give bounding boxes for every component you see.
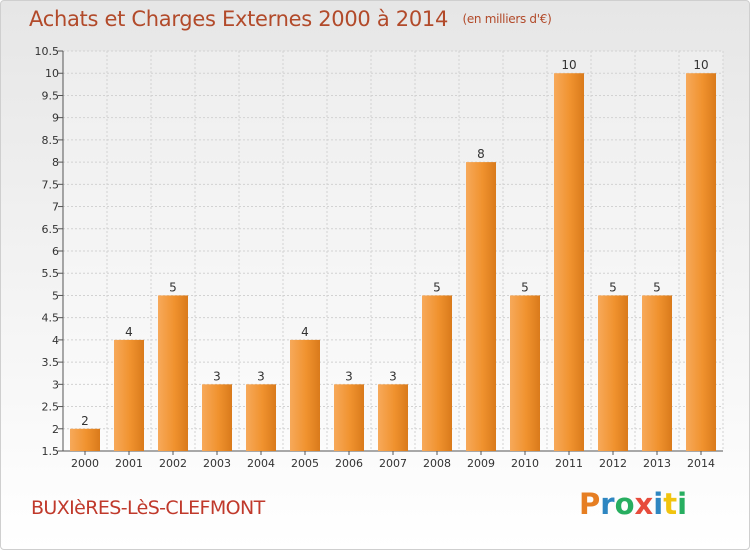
y-tick-label: 2 — [52, 423, 59, 436]
x-tick-label-2009: 2009 — [467, 457, 495, 470]
data-label-2006: 3 — [345, 369, 353, 383]
x-tick-label-2008: 2008 — [423, 457, 451, 470]
data-label-2012: 5 — [609, 280, 617, 294]
bar-2008 — [422, 295, 452, 451]
x-tick-label-2011: 2011 — [555, 457, 583, 470]
data-label-2010: 5 — [521, 280, 529, 294]
x-tick-label-2004: 2004 — [247, 457, 275, 470]
logo-letter: r — [600, 487, 615, 521]
x-tick-label-2007: 2007 — [379, 457, 407, 470]
y-tick-label: 8.5 — [42, 134, 60, 147]
y-tick-label: 6 — [52, 245, 59, 258]
logo-letter: P — [579, 487, 601, 521]
y-tick-label: 3.5 — [42, 356, 60, 369]
y-tick-label: 7.5 — [42, 178, 60, 191]
y-tick-label: 4 — [52, 334, 59, 347]
logo-letter: i — [677, 487, 688, 521]
data-label-2003: 3 — [213, 369, 221, 383]
bar-2009 — [466, 162, 496, 451]
data-label-2004: 3 — [257, 369, 265, 383]
y-tick-label: 9 — [52, 112, 59, 125]
x-tick-label-2000: 2000 — [71, 457, 99, 470]
x-tick-label-2014: 2014 — [687, 457, 715, 470]
x-tick-label-2003: 2003 — [203, 457, 231, 470]
data-label-2008: 5 — [433, 280, 441, 294]
data-label-2014: 10 — [693, 58, 708, 72]
logo-letter: o — [614, 487, 635, 521]
data-label-2013: 5 — [653, 280, 661, 294]
bar-2002 — [158, 295, 188, 451]
chart-title: Achats et Charges Externes 2000 à 2014 (… — [29, 7, 552, 31]
bar-2003 — [202, 384, 232, 451]
bar-2005 — [290, 339, 320, 451]
bar-2000 — [70, 428, 100, 451]
chart-title-text: Achats et Charges Externes 2000 à 2014 — [29, 7, 449, 31]
y-tick-label: 1.5 — [42, 445, 60, 458]
x-tick-label-2002: 2002 — [159, 457, 187, 470]
x-tick-label-2005: 2005 — [291, 457, 319, 470]
x-tick-label-2006: 2006 — [335, 457, 363, 470]
bar-2006 — [334, 384, 364, 451]
data-label-2011: 10 — [561, 58, 576, 72]
x-tick-label-2010: 2010 — [511, 457, 539, 470]
y-tick-label: 5 — [52, 289, 59, 302]
bar-2004 — [246, 384, 276, 451]
y-tick-label: 4.5 — [42, 312, 60, 325]
bar-2012 — [598, 295, 628, 451]
bar-2010 — [510, 295, 540, 451]
data-label-2002: 5 — [169, 280, 177, 294]
x-tick-label-2012: 2012 — [599, 457, 627, 470]
y-tick-label: 8 — [52, 156, 59, 169]
bar-2014 — [686, 73, 716, 451]
data-label-2001: 4 — [125, 325, 133, 339]
logo-letter: i — [653, 487, 664, 521]
data-label-2009: 8 — [477, 147, 485, 161]
data-label-2007: 3 — [389, 369, 397, 383]
bar-2001 — [114, 339, 144, 451]
data-label-2000: 2 — [81, 414, 89, 428]
chart-unit: (en milliers d'€) — [462, 12, 552, 26]
y-tick-label: 10.5 — [35, 45, 60, 58]
y-tick-label: 10 — [45, 67, 59, 80]
y-tick-label: 5.5 — [42, 267, 60, 280]
x-tick-label-2001: 2001 — [115, 457, 143, 470]
data-label-2005: 4 — [301, 325, 309, 339]
y-tick-label: 7 — [52, 201, 59, 214]
bar-2013 — [642, 295, 672, 451]
proxiti-logo: Proxiti — [579, 487, 687, 521]
y-tick-label: 6.5 — [42, 223, 60, 236]
logo-letter: t — [663, 487, 678, 521]
bar-2007 — [378, 384, 408, 451]
y-tick-label: 3 — [52, 378, 59, 391]
bar-2011 — [554, 73, 584, 451]
commune-name: BUXIèRES-LèS-CLEFMONT — [31, 497, 265, 519]
logo-letter: x — [634, 487, 654, 521]
x-tick-label-2013: 2013 — [643, 457, 671, 470]
y-tick-label: 2.5 — [42, 401, 60, 414]
y-tick-label: 9.5 — [42, 89, 60, 102]
